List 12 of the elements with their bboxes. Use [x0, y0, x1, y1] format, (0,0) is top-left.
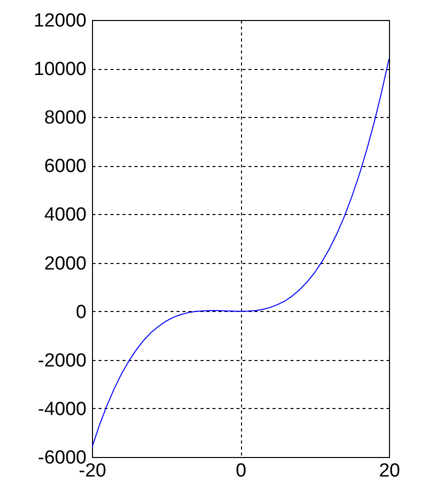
y-tick-label: 6000 — [44, 156, 86, 178]
y-tick-label: 8000 — [44, 108, 86, 129]
x-tick-label: 0 — [236, 460, 246, 482]
y-tick-label: -2000 — [38, 350, 86, 372]
y-tick-label: 2000 — [44, 253, 86, 274]
line-series — [92, 58, 389, 448]
y-tick-label: 0 — [76, 302, 86, 323]
x-tick-label: 20 — [378, 460, 400, 482]
y-tick-label: 10000 — [34, 59, 86, 80]
y-tick-label: 12000 — [34, 10, 86, 32]
y-tick-label: 4000 — [44, 204, 86, 226]
y-tick-label: -4000 — [38, 398, 86, 420]
